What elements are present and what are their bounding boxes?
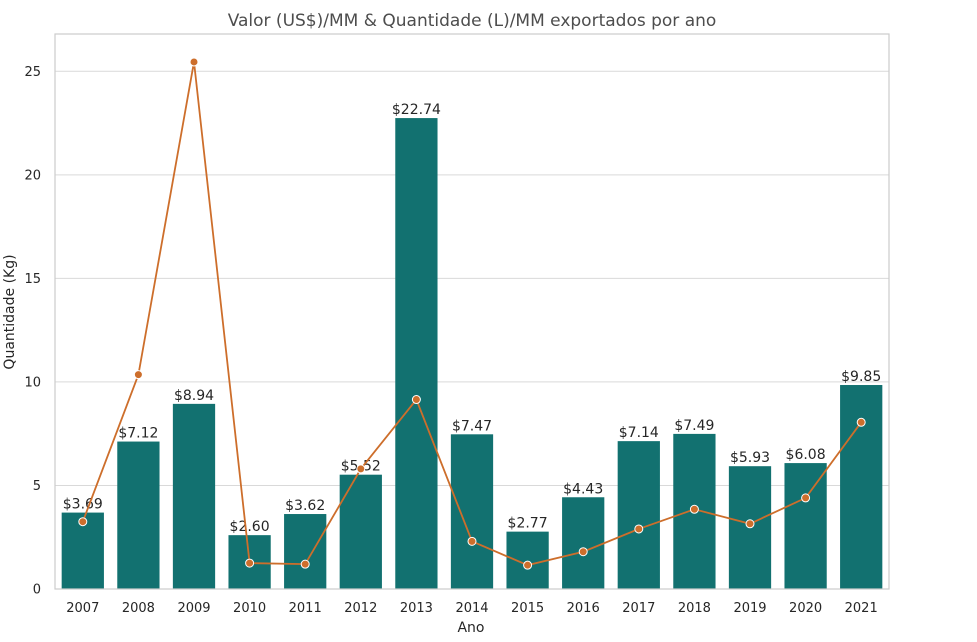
bar-value-label: $9.85 <box>841 369 881 385</box>
line-point <box>578 547 588 557</box>
line-point <box>411 395 421 405</box>
chart-title: Valor (US$)/MM & Quantidade (L)/MM expor… <box>228 11 717 31</box>
bar-labels: $3.69$7.12$8.94$2.60$3.62$5.52$22.74$7.4… <box>63 102 881 535</box>
line-point <box>745 519 755 529</box>
y-tick-label: 5 <box>33 479 41 494</box>
x-tick-label: 2009 <box>177 601 210 616</box>
x-tick-label: 2013 <box>400 601 433 616</box>
bar <box>450 434 494 589</box>
plot-frame <box>54 33 890 590</box>
line-point <box>634 524 644 534</box>
bar-value-label: $6.08 <box>786 447 826 463</box>
bar <box>840 385 883 589</box>
x-tick-label: 2012 <box>344 601 377 616</box>
bar <box>172 403 216 589</box>
x-tick-label: 2020 <box>789 601 822 616</box>
bar <box>395 118 438 589</box>
bar-value-label: $8.94 <box>174 388 214 404</box>
x-tick-label: 2021 <box>845 601 878 616</box>
bar-value-label: $4.43 <box>563 481 603 497</box>
line-point <box>856 417 866 427</box>
x-axis-label: Ano <box>457 620 484 636</box>
x-tick-label: 2014 <box>455 601 488 616</box>
line-point <box>801 493 811 503</box>
x-tick-label: 2015 <box>511 601 544 616</box>
bar-value-label: $7.12 <box>118 426 158 442</box>
y-tick-labels: 0 5 10 15 20 25 <box>24 65 41 598</box>
x-tick-labels: 2007 2008 2009 2010 2011 2012 2013 2014 2015 2016… <box>66 601 877 616</box>
y-tick-label: 15 <box>24 272 41 287</box>
line-point <box>245 558 255 568</box>
line-point <box>189 57 199 67</box>
line-series <box>78 57 866 570</box>
bar-value-label: $2.77 <box>508 516 548 532</box>
y-tick-label: 20 <box>24 168 41 183</box>
line-point <box>356 464 366 474</box>
bar-value-label: $3.69 <box>63 497 103 513</box>
bar <box>284 514 327 589</box>
bar-value-label: $22.74 <box>392 102 441 118</box>
bar <box>784 463 827 589</box>
x-tick-label: 2008 <box>122 601 155 616</box>
bar <box>506 531 549 589</box>
y-tick-label: 10 <box>24 375 41 390</box>
x-tick-label: 2018 <box>678 601 711 616</box>
x-tick-label: 2010 <box>233 601 266 616</box>
bar-value-label: $7.49 <box>674 418 714 434</box>
x-tick-label: 2016 <box>567 601 600 616</box>
bars <box>61 118 883 589</box>
bar-value-label: $3.62 <box>285 498 325 514</box>
line-point <box>133 370 143 380</box>
x-tick-label: 2007 <box>66 601 99 616</box>
bar <box>562 497 605 589</box>
bar-value-label: $7.14 <box>619 425 659 441</box>
bar <box>339 474 382 589</box>
x-tick-label: 2017 <box>622 601 655 616</box>
bar-value-label: $7.47 <box>452 418 492 434</box>
line-point <box>467 536 477 546</box>
y-axis-label: Quantidade (Kg) <box>2 254 18 369</box>
line-point <box>523 560 533 570</box>
bar <box>117 441 160 589</box>
y-tick-label: 0 <box>33 583 41 598</box>
bar <box>617 441 660 589</box>
line-point <box>689 504 699 514</box>
line-point <box>78 517 88 527</box>
bar-value-label: $2.60 <box>230 519 270 535</box>
line-point <box>300 559 310 569</box>
x-tick-label: 2019 <box>733 601 766 616</box>
bar-value-label: $5.93 <box>730 450 770 466</box>
y-tick-label: 25 <box>24 65 41 80</box>
x-tick-label: 2011 <box>289 601 322 616</box>
